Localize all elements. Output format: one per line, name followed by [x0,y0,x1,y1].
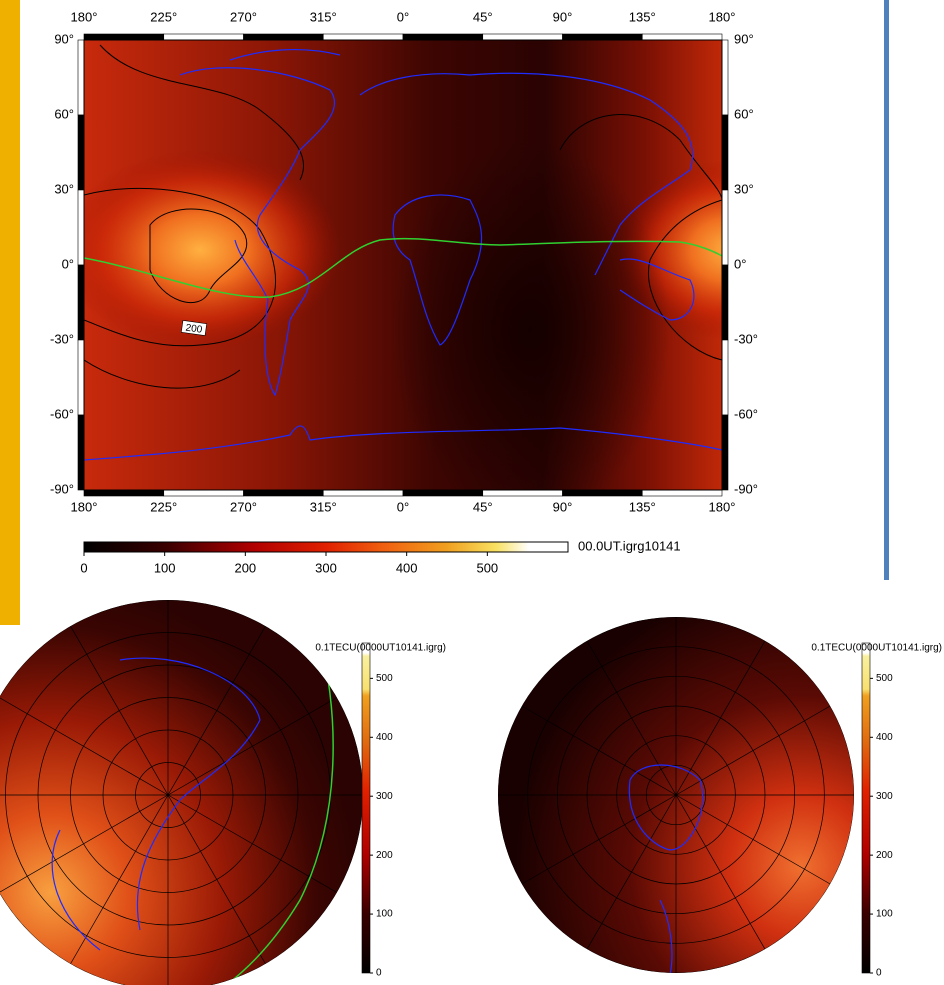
top-axis-label: 225° [150,9,177,24]
top-axis-label: 45° [473,9,493,24]
frame-segment [642,490,722,496]
left-axis-label: 0° [62,256,74,271]
frame-segment [403,490,483,496]
polar-title: 0.1TECU(0000UT10141.igrg) [315,643,446,654]
colorbar-tick-label: 100 [376,909,393,920]
frame-segment [483,490,563,496]
colorbar-tick-label: 0 [376,968,382,979]
right-axis-label: -60° [734,406,758,421]
colorbar-tick-label: 300 [376,791,393,802]
right-axis-label: 30° [734,181,754,196]
frame-segment [722,340,728,415]
left-axis-label: 90° [54,31,74,46]
colorbar-tick-label: 500 [376,673,393,684]
polar-title: 0.1TECU(0000UT10141.igrg) [811,643,942,654]
colorbar-tick-label: 400 [376,732,393,743]
right-axis-label: -30° [734,331,758,346]
page: 200 00.0UT.igrg10141 0.1TECU(0000UT10141… [0,0,944,985]
right-axis-label: 90° [734,31,754,46]
colorbar-tick-label: 300 [315,560,337,575]
colorbar [362,643,370,973]
frame-segment [483,34,563,40]
colorbar-tick-label: 100 [876,909,893,920]
bottom-axis-label: 0° [397,499,409,514]
colorbar [84,542,568,552]
frame-segment [642,34,722,40]
right-axis-label: -90° [734,481,758,496]
right-axis-label: 0° [734,256,746,271]
colorbar-label: 00.0UT.igrg10141 [578,538,681,553]
frame-segment [78,265,84,340]
left-axis-label: 60° [54,106,74,121]
frame-segment [323,34,403,40]
frame-segment [164,490,244,496]
frame-segment [84,34,164,40]
frame-segment [78,415,84,490]
colorbar-tick-label: 500 [476,560,498,575]
divider [884,0,889,580]
right-axis-label: 60° [734,106,754,121]
tec-maximum [60,150,340,350]
top-axis-label: 180° [709,9,736,24]
colorbar [862,643,870,973]
top-axis-label: 0° [397,9,409,24]
bottom-axis-label: 90° [553,499,573,514]
frame-segment [244,490,324,496]
frame-segment [78,190,84,265]
top-axis-label: 270° [230,9,257,24]
frame-segment [403,34,483,40]
frame-segment [164,34,244,40]
north-polar-map [0,600,363,985]
colorbar-tick-label: 400 [876,732,893,743]
top-axis-label: 135° [629,9,656,24]
bottom-axis-label: 270° [230,499,257,514]
bottom-axis-label: 315° [310,499,337,514]
frame-segment [78,340,84,415]
frame-segment [722,415,728,490]
frame-segment [722,115,728,190]
south-polar-map [498,617,854,975]
frame-segment [722,190,728,265]
bottom-axis-label: 45° [473,499,493,514]
left-axis-label: -90° [50,481,74,496]
banner-strip [0,0,20,625]
colorbar-tick-label: 0 [876,968,882,979]
colorbar-tick-label: 500 [876,673,893,684]
frame-segment [563,490,643,496]
frame-segment [563,34,643,40]
left-axis-label: -30° [50,331,74,346]
colorbar-tick-label: 300 [876,791,893,802]
colorbar-tick-label: 200 [876,850,893,861]
colorbar-tick-label: 0 [80,560,87,575]
top-axis-label: 180° [71,9,98,24]
tec-field [0,600,363,985]
colorbar-tick-label: 400 [396,560,418,575]
left-axis-label: -60° [50,406,74,421]
frame-segment [722,265,728,340]
frame-segment [84,490,164,496]
top-axis-label: 90° [553,9,573,24]
bottom-axis-label: 180° [71,499,98,514]
colorbar-tick-label: 200 [234,560,256,575]
left-axis-label: 30° [54,181,74,196]
colorbar-tick-label: 200 [376,850,393,861]
frame-segment [78,115,84,190]
bottom-axis-label: 135° [629,499,656,514]
frame-segment [323,490,403,496]
frame-segment [78,40,84,115]
colorbar-tick-label: 100 [154,560,176,575]
frame-segment [244,34,324,40]
top-axis-label: 315° [310,9,337,24]
bottom-axis-label: 225° [150,499,177,514]
frame-segment [722,40,728,115]
bottom-axis-label: 180° [709,499,736,514]
